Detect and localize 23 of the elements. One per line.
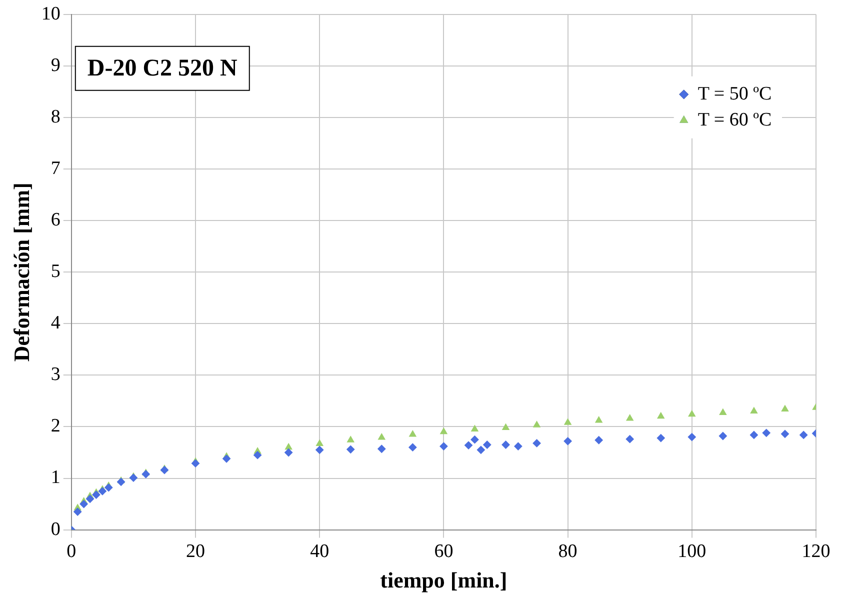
y-tick-label: 6 [50,210,60,231]
y-tick-label: 8 [50,106,60,128]
legend-label: T = 60 ºC [698,109,772,130]
y-tick-label: 7 [50,158,60,180]
y-tick-label: 0 [50,518,60,540]
text: D-20 C2 520 N [87,56,238,82]
y-tick-label: 10 [41,3,60,24]
x-tick-label: 100 [678,541,706,562]
x-tick-label: 80 [558,541,578,562]
x-tick-label: 120 [802,541,830,562]
y-tick-label: 5 [50,261,60,282]
y-tick-label: 3 [50,364,60,386]
y-tick-label: 4 [50,312,61,334]
y-tick-label: 9 [50,54,60,76]
y-tick-label: 2 [50,416,60,437]
y-axis-title: Deformación [mm] [8,182,34,362]
x-tick-label: 0 [66,541,76,562]
x-axis-title: tiempo [min.] [380,567,508,592]
y-tick-label: 1 [50,467,60,488]
x-tick-label: 20 [186,541,205,562]
x-tick-label: 40 [310,541,330,562]
legend-label: T = 50 ºC [698,83,772,104]
x-tick-label: 60 [434,541,454,562]
